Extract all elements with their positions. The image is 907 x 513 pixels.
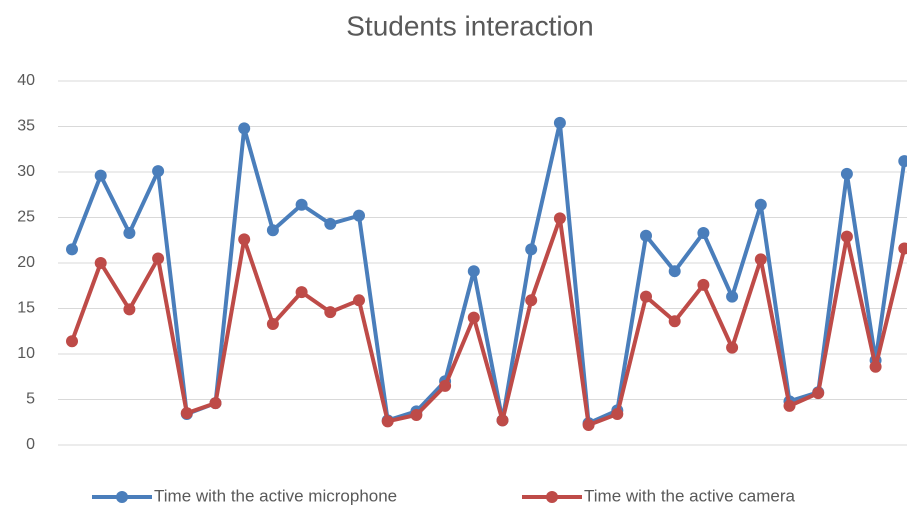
data-point — [66, 335, 78, 348]
legend-marker — [116, 491, 128, 503]
data-point — [697, 278, 710, 291]
data-point — [525, 243, 538, 256]
data-point — [238, 233, 251, 246]
data-point — [467, 311, 480, 324]
data-point — [295, 198, 308, 211]
data-point — [180, 407, 193, 420]
data-point — [94, 169, 107, 182]
data-point — [640, 229, 652, 242]
data-point — [238, 122, 251, 135]
series-line — [70, 120, 907, 426]
data-point — [840, 230, 853, 243]
y-tick-label: 25 — [17, 209, 35, 226]
data-point — [353, 209, 365, 222]
data-point — [353, 294, 365, 307]
data-point — [525, 294, 538, 307]
data-point — [726, 290, 739, 303]
data-point — [324, 306, 337, 319]
series — [66, 212, 907, 431]
data-point — [266, 224, 279, 237]
data-point — [754, 253, 767, 266]
chart-title: Students interaction — [346, 10, 594, 41]
data-point — [152, 252, 165, 265]
data-point — [496, 414, 509, 427]
data-point — [439, 379, 452, 392]
y-tick-label: 20 — [17, 254, 35, 271]
legend-marker — [546, 491, 558, 503]
data-point — [697, 226, 710, 239]
data-point — [898, 242, 907, 255]
data-point — [754, 198, 767, 211]
data-point — [553, 212, 566, 225]
data-point — [582, 418, 595, 431]
data-point — [812, 387, 825, 400]
data-point — [898, 155, 907, 168]
data-point — [410, 408, 423, 421]
y-tick-label: 40 — [17, 72, 35, 89]
data-point — [152, 165, 165, 178]
data-point — [553, 116, 566, 129]
data-point — [209, 397, 222, 410]
data-point — [467, 265, 480, 278]
data-point — [123, 303, 136, 316]
data-point — [726, 341, 739, 354]
data-point — [66, 243, 78, 256]
data-point — [840, 167, 853, 180]
data-point — [611, 408, 624, 421]
data-point — [668, 265, 681, 278]
data-point — [266, 317, 279, 330]
data-point — [640, 290, 652, 303]
y-tick-label: 0 — [26, 436, 35, 453]
y-tick-label: 15 — [17, 300, 35, 317]
y-tick-label: 10 — [17, 345, 35, 362]
data-point — [783, 399, 796, 412]
y-tick-label: 35 — [17, 118, 35, 135]
data-point — [123, 226, 136, 239]
data-point — [668, 315, 681, 328]
data-point — [869, 360, 882, 373]
series — [66, 116, 907, 430]
data-point — [94, 257, 107, 269]
legend-label: Time with the active microphone — [154, 486, 397, 505]
data-point — [381, 415, 394, 428]
data-point — [324, 217, 337, 230]
y-tick-label: 30 — [17, 163, 35, 180]
legend-label: Time with the active camera — [584, 486, 796, 505]
y-tick-label: 5 — [26, 391, 35, 408]
data-point — [295, 286, 308, 299]
